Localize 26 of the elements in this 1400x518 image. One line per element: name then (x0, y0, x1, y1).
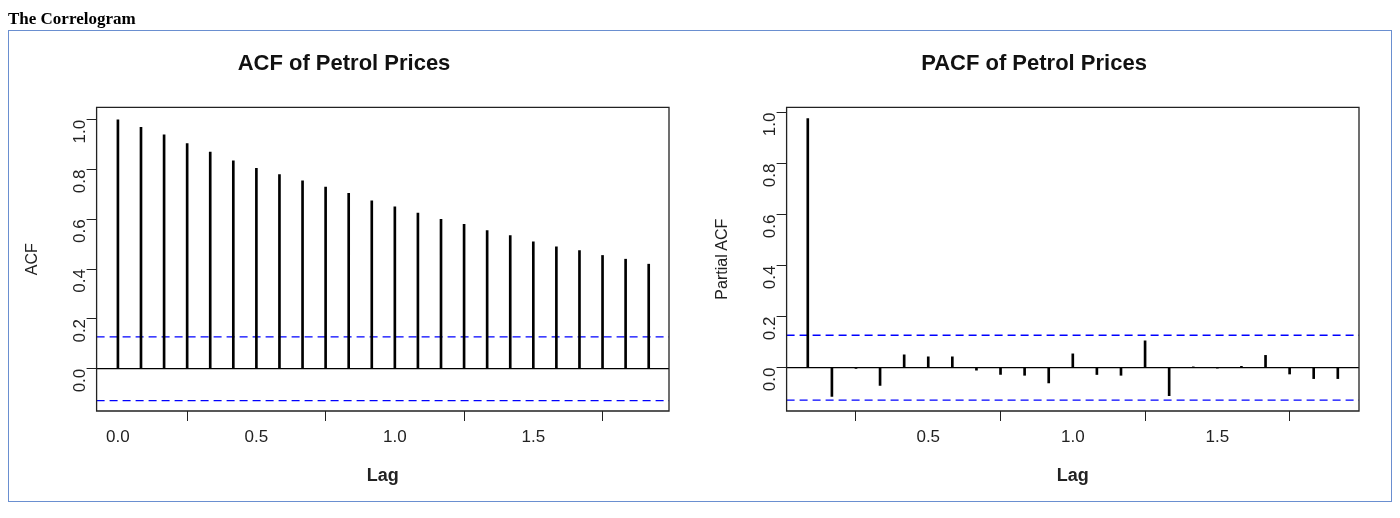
y-tick-label: 1.0 (70, 119, 90, 144)
text: The Correlogram (8, 8, 137, 30)
y-tick-label: 0.6 (760, 214, 780, 239)
x-axis-title: Lag (366, 465, 399, 486)
y-tick-label: 0.4 (70, 269, 90, 293)
y-tick-label: 0.2 (70, 318, 90, 343)
y-tick-label: 0.0 (760, 367, 780, 392)
y-axis-title: ACF (23, 242, 41, 276)
x-tick-label: 1.5 (1205, 426, 1230, 446)
x-tick-label: 0.0 (106, 426, 130, 446)
y-tick-label: 0.6 (70, 219, 90, 244)
chart-title: ACF of Petrol Prices (237, 50, 451, 76)
y-tick-label: 0.2 (760, 316, 780, 341)
x-tick-label: 0.5 (916, 426, 941, 446)
x-tick-label: 0.5 (244, 426, 269, 446)
y-tick-label: 0.4 (760, 265, 780, 290)
chart-title: PACF of Petrol Prices (921, 50, 1147, 76)
y-tick-label: 0.8 (760, 163, 780, 188)
y-tick-label: 0.0 (70, 368, 90, 393)
x-tick-label: 1.0 (383, 426, 407, 446)
y-tick-label: 1.0 (760, 112, 780, 137)
x-tick-label: 1.0 (1060, 426, 1085, 446)
x-axis-title: Lag (1056, 465, 1089, 486)
x-tick-label: 1.5 (521, 426, 546, 446)
y-tick-label: 0.8 (70, 169, 90, 194)
y-axis-title: Partial ACF (713, 218, 731, 300)
